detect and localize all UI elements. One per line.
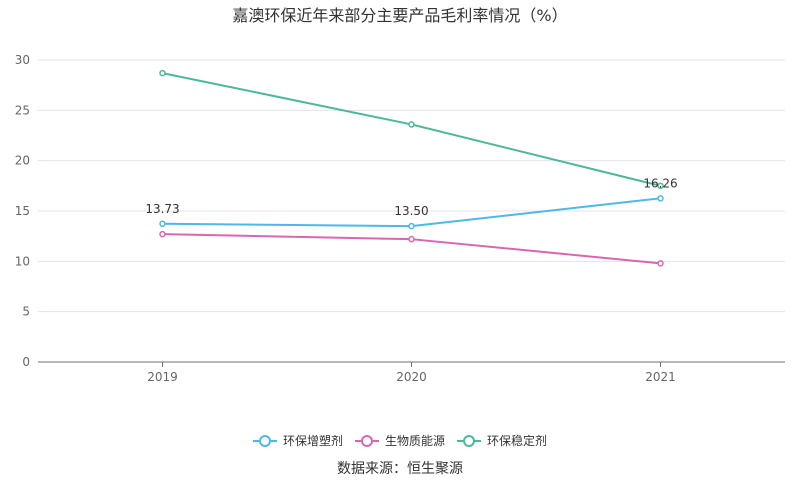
grid-lines [38, 59, 785, 313]
legend-label: 环保稳定剂 [487, 433, 547, 448]
x-tick-label: 2019 [147, 370, 178, 384]
chart-title: 嘉澳环保近年来部分主要产品毛利率情况（%） [232, 6, 568, 25]
legend-item-1: 环保增塑剂 [253, 433, 343, 448]
series-lines [159, 69, 664, 267]
legend-marker [361, 435, 373, 447]
data-point [657, 182, 664, 190]
data-point [159, 230, 166, 238]
y-tick-label: 0 [22, 355, 30, 369]
source-note: 数据来源：恒生聚源 [337, 461, 463, 477]
y-tick-label: 20 [15, 154, 30, 168]
data-label: 13.50 [394, 204, 428, 218]
y-tick-label: 10 [15, 254, 30, 268]
y-tick-label: 30 [15, 53, 30, 67]
legend: 环保增塑剂 生物质能源 环保稳定剂 [253, 433, 547, 448]
x-tick-label: 2020 [396, 370, 427, 384]
axes: 0 5 10 15 20 25 30 2019 2020 2021 [15, 53, 785, 384]
data-point [408, 235, 415, 243]
legend-marker [259, 435, 271, 447]
data-point [159, 220, 166, 228]
data-label: 16.26 [643, 176, 677, 190]
y-tick-label: 15 [15, 204, 30, 218]
data-point [408, 121, 415, 128]
x-tick-label: 2021 [645, 370, 676, 384]
series-line-3 [162, 72, 661, 187]
y-tick-label: 25 [15, 103, 30, 117]
legend-item-2: 生物质能源 [355, 434, 445, 448]
data-point [159, 69, 166, 77]
data-label: 13.73 [145, 202, 179, 216]
data-point [657, 195, 664, 202]
data-labels: 13.73 13.50 16.26 [145, 176, 677, 218]
legend-label: 生物质能源 [385, 434, 445, 448]
legend-item-3: 环保稳定剂 [457, 433, 547, 448]
data-point [408, 222, 415, 230]
y-tick-label: 5 [22, 305, 30, 319]
data-point [657, 260, 664, 267]
legend-marker [463, 435, 475, 447]
legend-label: 环保增塑剂 [283, 433, 343, 448]
